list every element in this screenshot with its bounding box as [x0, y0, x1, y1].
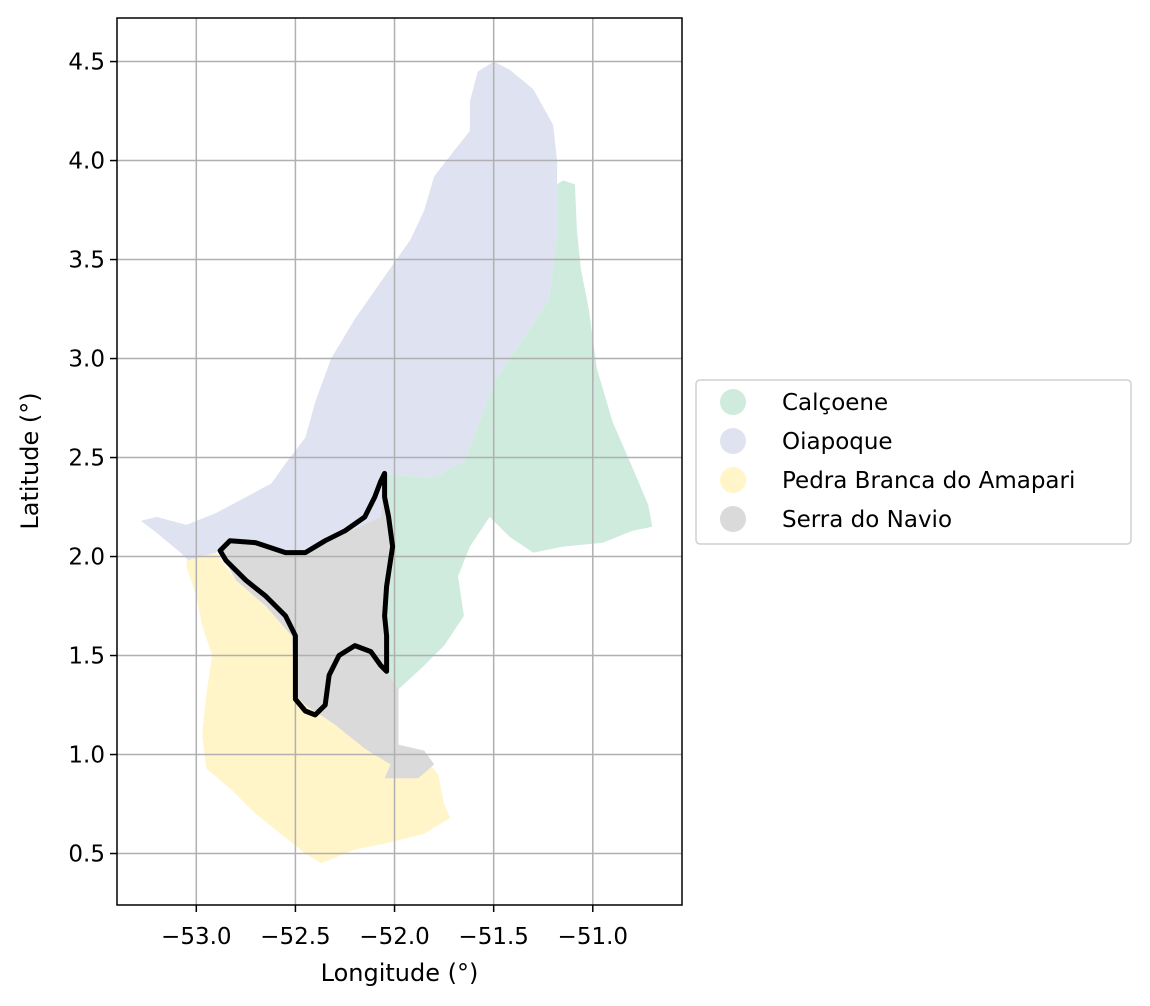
legend-box — [695, 379, 1132, 545]
legend-marker — [720, 467, 746, 493]
legend-label: Calçoene — [782, 390, 888, 416]
legend-item-pedra-branca-do-amapari: Pedra Branca do Amapari — [720, 467, 1075, 494]
x-tick-label: −52.5 — [260, 924, 330, 950]
y-tick-label: 2.5 — [68, 446, 105, 472]
region-oiapoque — [140, 61, 558, 563]
x-tick-label: −53.0 — [161, 924, 231, 950]
x-axis-ticks: −53.0 −52.5 −52.0 −51.5 −51.0 — [161, 905, 628, 950]
legend-items: Calçoene Oiapoque Pedra Branca do Amapari S… — [720, 389, 1075, 533]
y-tick-label: 4.5 — [68, 50, 105, 76]
y-tick-label: 4.0 — [68, 149, 105, 175]
legend-label: Oiapoque — [782, 429, 893, 455]
map-plot-area: −53.0 −52.5 −52.0 −51.5 −51.0 0.5 1.0 1.5 2.0 2.… — [68, 17, 683, 950]
highlight-outline-layer — [217, 470, 396, 718]
legend-item-calcoene: Calçoene — [720, 389, 888, 416]
y-axis-ticks: 0.5 1.0 1.5 2.0 2.5 3.0 3.5 4.0 4.5 — [68, 50, 117, 868]
plot-frame — [116, 17, 683, 906]
legend-marker — [720, 506, 746, 532]
y-tick-label: 2.0 — [68, 545, 105, 571]
legend-marker — [720, 389, 746, 415]
legend-item-oiapoque: Oiapoque — [720, 428, 893, 455]
legend-label: Pedra Branca do Amapari — [782, 468, 1075, 494]
legend-marker — [720, 428, 746, 454]
x-tick-label: −52.0 — [359, 924, 429, 950]
y-tick-label: 1.0 — [68, 743, 105, 769]
x-tick-label: −51.0 — [558, 924, 628, 950]
gridlines — [117, 18, 682, 905]
x-axis-label: Longitude (°) — [321, 959, 479, 987]
legend-label: Serra do Navio — [782, 507, 952, 533]
y-tick-label: 3.0 — [68, 347, 105, 373]
y-tick-label: 3.5 — [68, 248, 105, 274]
highlight-outline — [217, 470, 396, 718]
y-tick-label: 1.5 — [68, 644, 105, 670]
legend-item-serra-do-navio: Serra do Navio — [720, 506, 952, 533]
region-pedra-branca-do-amapari — [186, 552, 451, 864]
y-axis-label: Latitude (°) — [16, 392, 44, 529]
region-calcoene — [384, 180, 653, 690]
x-tick-label: −51.5 — [458, 924, 528, 950]
y-tick-label: 0.5 — [68, 842, 105, 868]
legend: Calçoene Oiapoque Pedra Branca do Amapari S… — [695, 379, 1132, 545]
